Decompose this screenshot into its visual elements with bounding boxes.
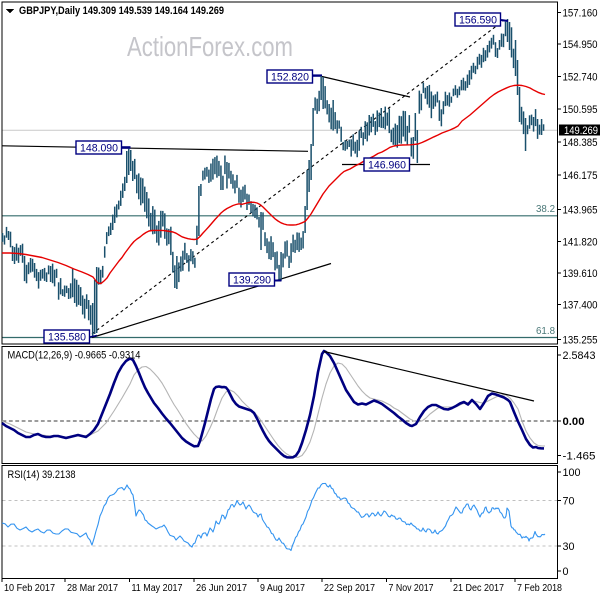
svg-text:148.090: 148.090 bbox=[80, 143, 118, 155]
svg-text:RSI(14) 39.2138: RSI(14) 39.2138 bbox=[8, 469, 76, 481]
svg-text:146.175: 146.175 bbox=[563, 170, 598, 182]
svg-text:148.385: 148.385 bbox=[563, 137, 598, 149]
svg-text:10 Feb 2017: 10 Feb 2017 bbox=[4, 582, 55, 594]
svg-text:152.740: 152.740 bbox=[563, 72, 598, 84]
svg-text:100: 100 bbox=[563, 467, 581, 479]
svg-text:143.965: 143.965 bbox=[563, 205, 598, 217]
svg-text:ActionForex.com: ActionForex.com bbox=[127, 31, 293, 62]
svg-text:70: 70 bbox=[563, 496, 575, 508]
svg-text:0: 0 bbox=[563, 566, 569, 578]
svg-text:149.269: 149.269 bbox=[564, 125, 598, 137]
svg-text:135.580: 135.580 bbox=[48, 332, 86, 344]
svg-text:38.2: 38.2 bbox=[536, 204, 555, 215]
svg-text:137.400: 137.400 bbox=[563, 300, 598, 312]
svg-text:152.820: 152.820 bbox=[271, 72, 309, 84]
svg-text:135.255: 135.255 bbox=[563, 335, 598, 347]
svg-text:21 Dec 2017: 21 Dec 2017 bbox=[453, 582, 504, 594]
svg-text:0.00: 0.00 bbox=[563, 416, 585, 428]
svg-text:11 May 2017: 11 May 2017 bbox=[132, 582, 183, 594]
svg-text:GBPJPY,Daily 149.309 149.539: GBPJPY,Daily 149.309 149.539 149.164 149… bbox=[19, 5, 224, 17]
svg-text:7 Feb 2018: 7 Feb 2018 bbox=[517, 582, 562, 594]
svg-text:2.5843: 2.5843 bbox=[563, 350, 596, 362]
svg-text:141.820: 141.820 bbox=[563, 237, 598, 249]
svg-text:139.290: 139.290 bbox=[233, 275, 271, 287]
svg-text:-1.465: -1.465 bbox=[563, 451, 596, 463]
svg-text:139.610: 139.610 bbox=[563, 268, 598, 280]
svg-text:7 Nov 2017: 7 Nov 2017 bbox=[389, 582, 434, 594]
svg-text:26 Jun 2017: 26 Jun 2017 bbox=[196, 582, 247, 594]
svg-text:61.8: 61.8 bbox=[536, 326, 555, 337]
svg-text:22 Sep 2017: 22 Sep 2017 bbox=[324, 582, 375, 594]
svg-text:154.950: 154.950 bbox=[563, 39, 598, 51]
svg-text:156.590: 156.590 bbox=[459, 15, 497, 27]
svg-text:146.960: 146.960 bbox=[368, 160, 406, 172]
svg-text:30: 30 bbox=[563, 541, 575, 553]
svg-text:28 Mar 2017: 28 Mar 2017 bbox=[67, 582, 118, 594]
svg-text:150.595: 150.595 bbox=[563, 104, 598, 116]
svg-text:157.160: 157.160 bbox=[563, 8, 598, 20]
svg-text:MACD(12,26,9) -0.9665 -0.9314: MACD(12,26,9) -0.9665 -0.9314 bbox=[8, 350, 141, 362]
svg-text:9 Aug 2017: 9 Aug 2017 bbox=[260, 582, 305, 594]
